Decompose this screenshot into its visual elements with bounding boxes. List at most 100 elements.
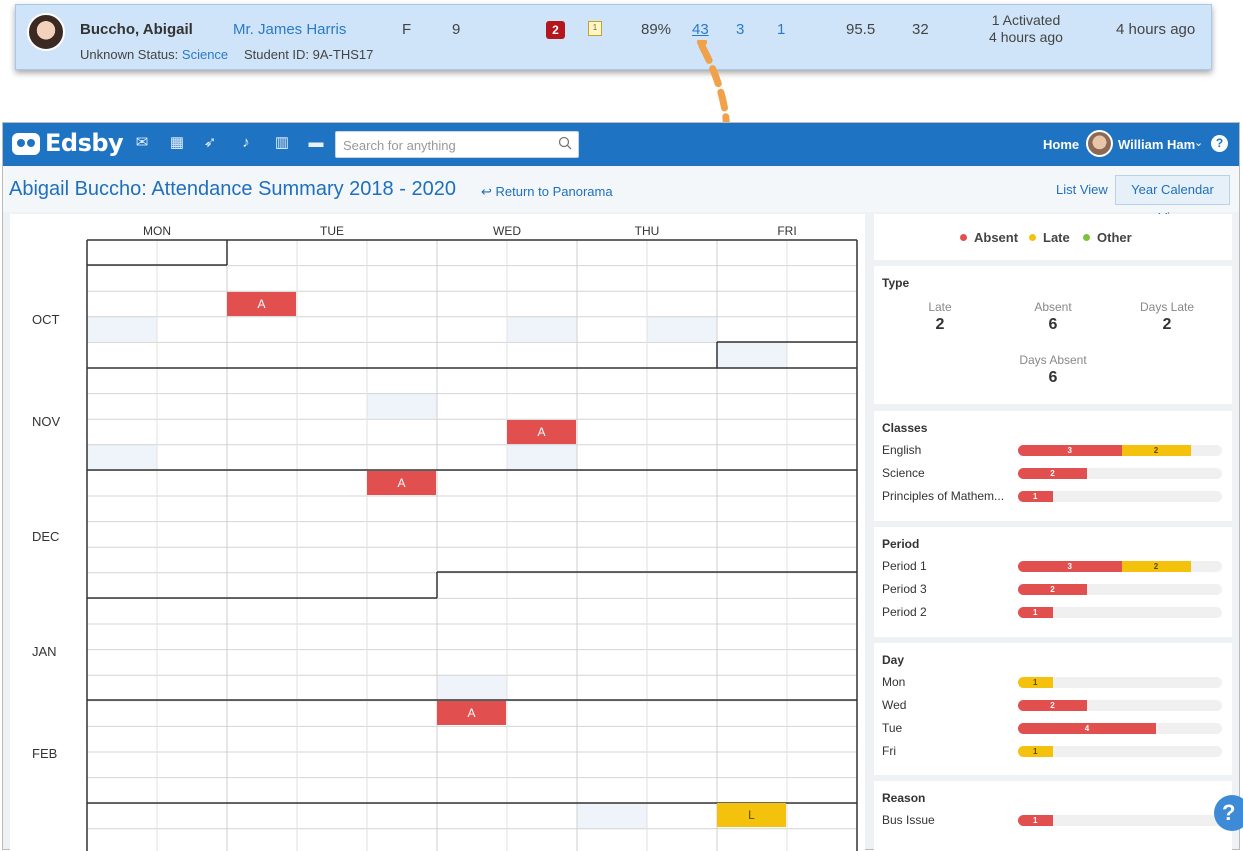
absence-mark[interactable]: A (227, 292, 296, 316)
search-icon[interactable] (558, 136, 572, 150)
activated-line2: 4 hours ago (989, 29, 1063, 45)
return-to-panorama-link[interactable]: ↩ Return to Panorama (481, 184, 613, 199)
type-section: Type Late 2 Absent 6 Days Late 2 Days Ab… (874, 266, 1232, 404)
breakdown-bar[interactable]: 1 (1018, 491, 1222, 502)
type-title: Type (882, 276, 910, 290)
legend-late-label: Late (1043, 230, 1070, 245)
late-segment: 1 (1018, 746, 1053, 757)
absence-mark[interactable]: A (507, 420, 576, 444)
stat-absent-value: 6 (1048, 316, 1058, 333)
chevron-down-icon[interactable]: ⌄ (1194, 137, 1204, 149)
breakdown-row-label: Period 3 (882, 582, 927, 596)
folder-icon[interactable]: ▬ (308, 134, 324, 151)
day-section: Day Mon 1 Wed 2 Tue 4 Fri 1 (874, 643, 1232, 775)
breakdown-row-label: English (882, 443, 922, 457)
breakdown-bar[interactable]: 2 (1018, 468, 1222, 479)
breakdown-bar[interactable]: 1 (1018, 746, 1222, 757)
month-label-jan: JAN (32, 644, 57, 659)
late-dot-icon (1029, 234, 1036, 241)
breakdown-bar[interactable]: 1 (1018, 607, 1222, 618)
teacher-link[interactable]: Mr. James Harris (233, 21, 347, 38)
breakdown-bar[interactable]: 1 (1018, 815, 1222, 826)
calendar-icon[interactable]: ▦ (169, 134, 185, 151)
title-bar: Abigail Buccho: Attendance Summary 2018 … (3, 166, 1239, 225)
status-value-link[interactable]: Science (181, 47, 229, 62)
late-segment: 2 (1121, 561, 1191, 572)
year-calendar-view-tab[interactable]: Year Calendar View (1115, 175, 1230, 225)
user-name[interactable]: William Ham (1118, 137, 1196, 152)
count-a-link[interactable]: 3 (736, 21, 745, 38)
calendar-icon[interactable]: 1 (588, 21, 602, 36)
status-label-text: Unknown Status: (80, 47, 179, 62)
list-view-tab[interactable]: List View (1056, 182, 1108, 197)
stat-days-absent-label: Days Absent (1019, 353, 1087, 367)
activation-status: 1 Activated 4 hours ago (976, 12, 1076, 46)
month-label-oct: OCT (32, 312, 60, 327)
late-segment: 2 (1121, 445, 1191, 456)
count-b-link[interactable]: 1 (777, 21, 786, 38)
alert-count-badge[interactable]: 2 (546, 21, 565, 39)
score-b: 32 (912, 21, 929, 38)
rocket-icon[interactable]: ➶ (203, 134, 217, 151)
attendance-calendar: MON TUE WED THU FRI OCT NOV DEC JAN FEB … (10, 214, 865, 851)
absent-segment: 2 (1018, 584, 1087, 595)
attendance-percent: 89% (641, 21, 672, 38)
search-input[interactable]: Search for anything (335, 131, 579, 158)
absent-segment: 3 (1018, 445, 1122, 456)
reason-section: Reason Bus Issue 1 (874, 781, 1232, 851)
stat-late-value: 2 (935, 316, 945, 333)
day-title: Day (882, 653, 905, 667)
chart-icon[interactable]: ▥ (274, 134, 290, 151)
absence-mark[interactable]: A (367, 471, 436, 495)
late-mark[interactable]: L (717, 803, 786, 827)
day-header-mon: MON (143, 224, 171, 238)
legend-late: Late (1029, 230, 1070, 245)
absent-segment: 1 (1018, 607, 1053, 618)
breakdown-bar[interactable]: 1 (1018, 677, 1222, 688)
absent-segment: 1 (1018, 815, 1053, 826)
period-title: Period (882, 537, 920, 551)
status-label: Unknown Status: Science (80, 47, 228, 62)
breakdown-row-label: Period 1 (882, 559, 927, 573)
late-segment: 1 (1018, 677, 1053, 688)
help-icon[interactable]: ? (1211, 135, 1228, 152)
attendance-link[interactable]: 43 (692, 21, 709, 38)
page-title: Abigail Buccho: Attendance Summary 2018 … (9, 178, 456, 200)
home-link[interactable]: Home (1043, 137, 1080, 152)
absent-segment: 2 (1018, 700, 1087, 711)
day-header-tue: TUE (320, 224, 344, 238)
bell-icon[interactable]: ♪ (242, 134, 250, 151)
top-navbar: Edsby ✉ ▦ ➶ ♪ ▥ ▬ Search for anything Ho… (3, 123, 1239, 166)
breakdown-row-label: Science (882, 466, 925, 480)
legend: Absent Late Other (874, 214, 1232, 260)
day-header-thu: THU (634, 224, 660, 238)
month-label-dec: DEC (32, 529, 60, 544)
breakdown-row-label: Fri (882, 744, 896, 758)
other-dot-icon (1083, 234, 1090, 241)
user-avatar[interactable] (1086, 130, 1113, 157)
student-name[interactable]: Buccho, Abigail (80, 21, 193, 38)
breakdown-bar[interactable]: 2 (1018, 584, 1222, 595)
breakdown-bar[interactable]: 4 (1018, 723, 1222, 734)
student-avatar (27, 13, 65, 51)
activated-line1: 1 Activated (991, 12, 1061, 28)
logo[interactable]: Edsby (45, 129, 124, 157)
gender: F (402, 21, 412, 38)
mail-icon[interactable]: ✉ (135, 134, 149, 151)
absent-segment: 3 (1018, 561, 1122, 572)
breakdown-row-label: Bus Issue (882, 813, 935, 827)
student-row-card[interactable]: Buccho, Abigail Mr. James Harris F 9 2 1… (15, 4, 1212, 70)
search-placeholder: Search for anything (343, 138, 456, 153)
student-id: Student ID: 9A-THS17 (244, 47, 374, 62)
month-label-feb: FEB (32, 746, 58, 761)
breakdown-row-label: Tue (882, 721, 903, 735)
breakdown-bar[interactable]: 2 (1018, 700, 1222, 711)
grade: 9 (452, 21, 461, 38)
help-bubble-button[interactable]: ? (1214, 795, 1243, 831)
logo-icon[interactable] (12, 133, 40, 155)
absence-mark[interactable]: A (437, 701, 506, 725)
absent-segment: 2 (1018, 468, 1087, 479)
